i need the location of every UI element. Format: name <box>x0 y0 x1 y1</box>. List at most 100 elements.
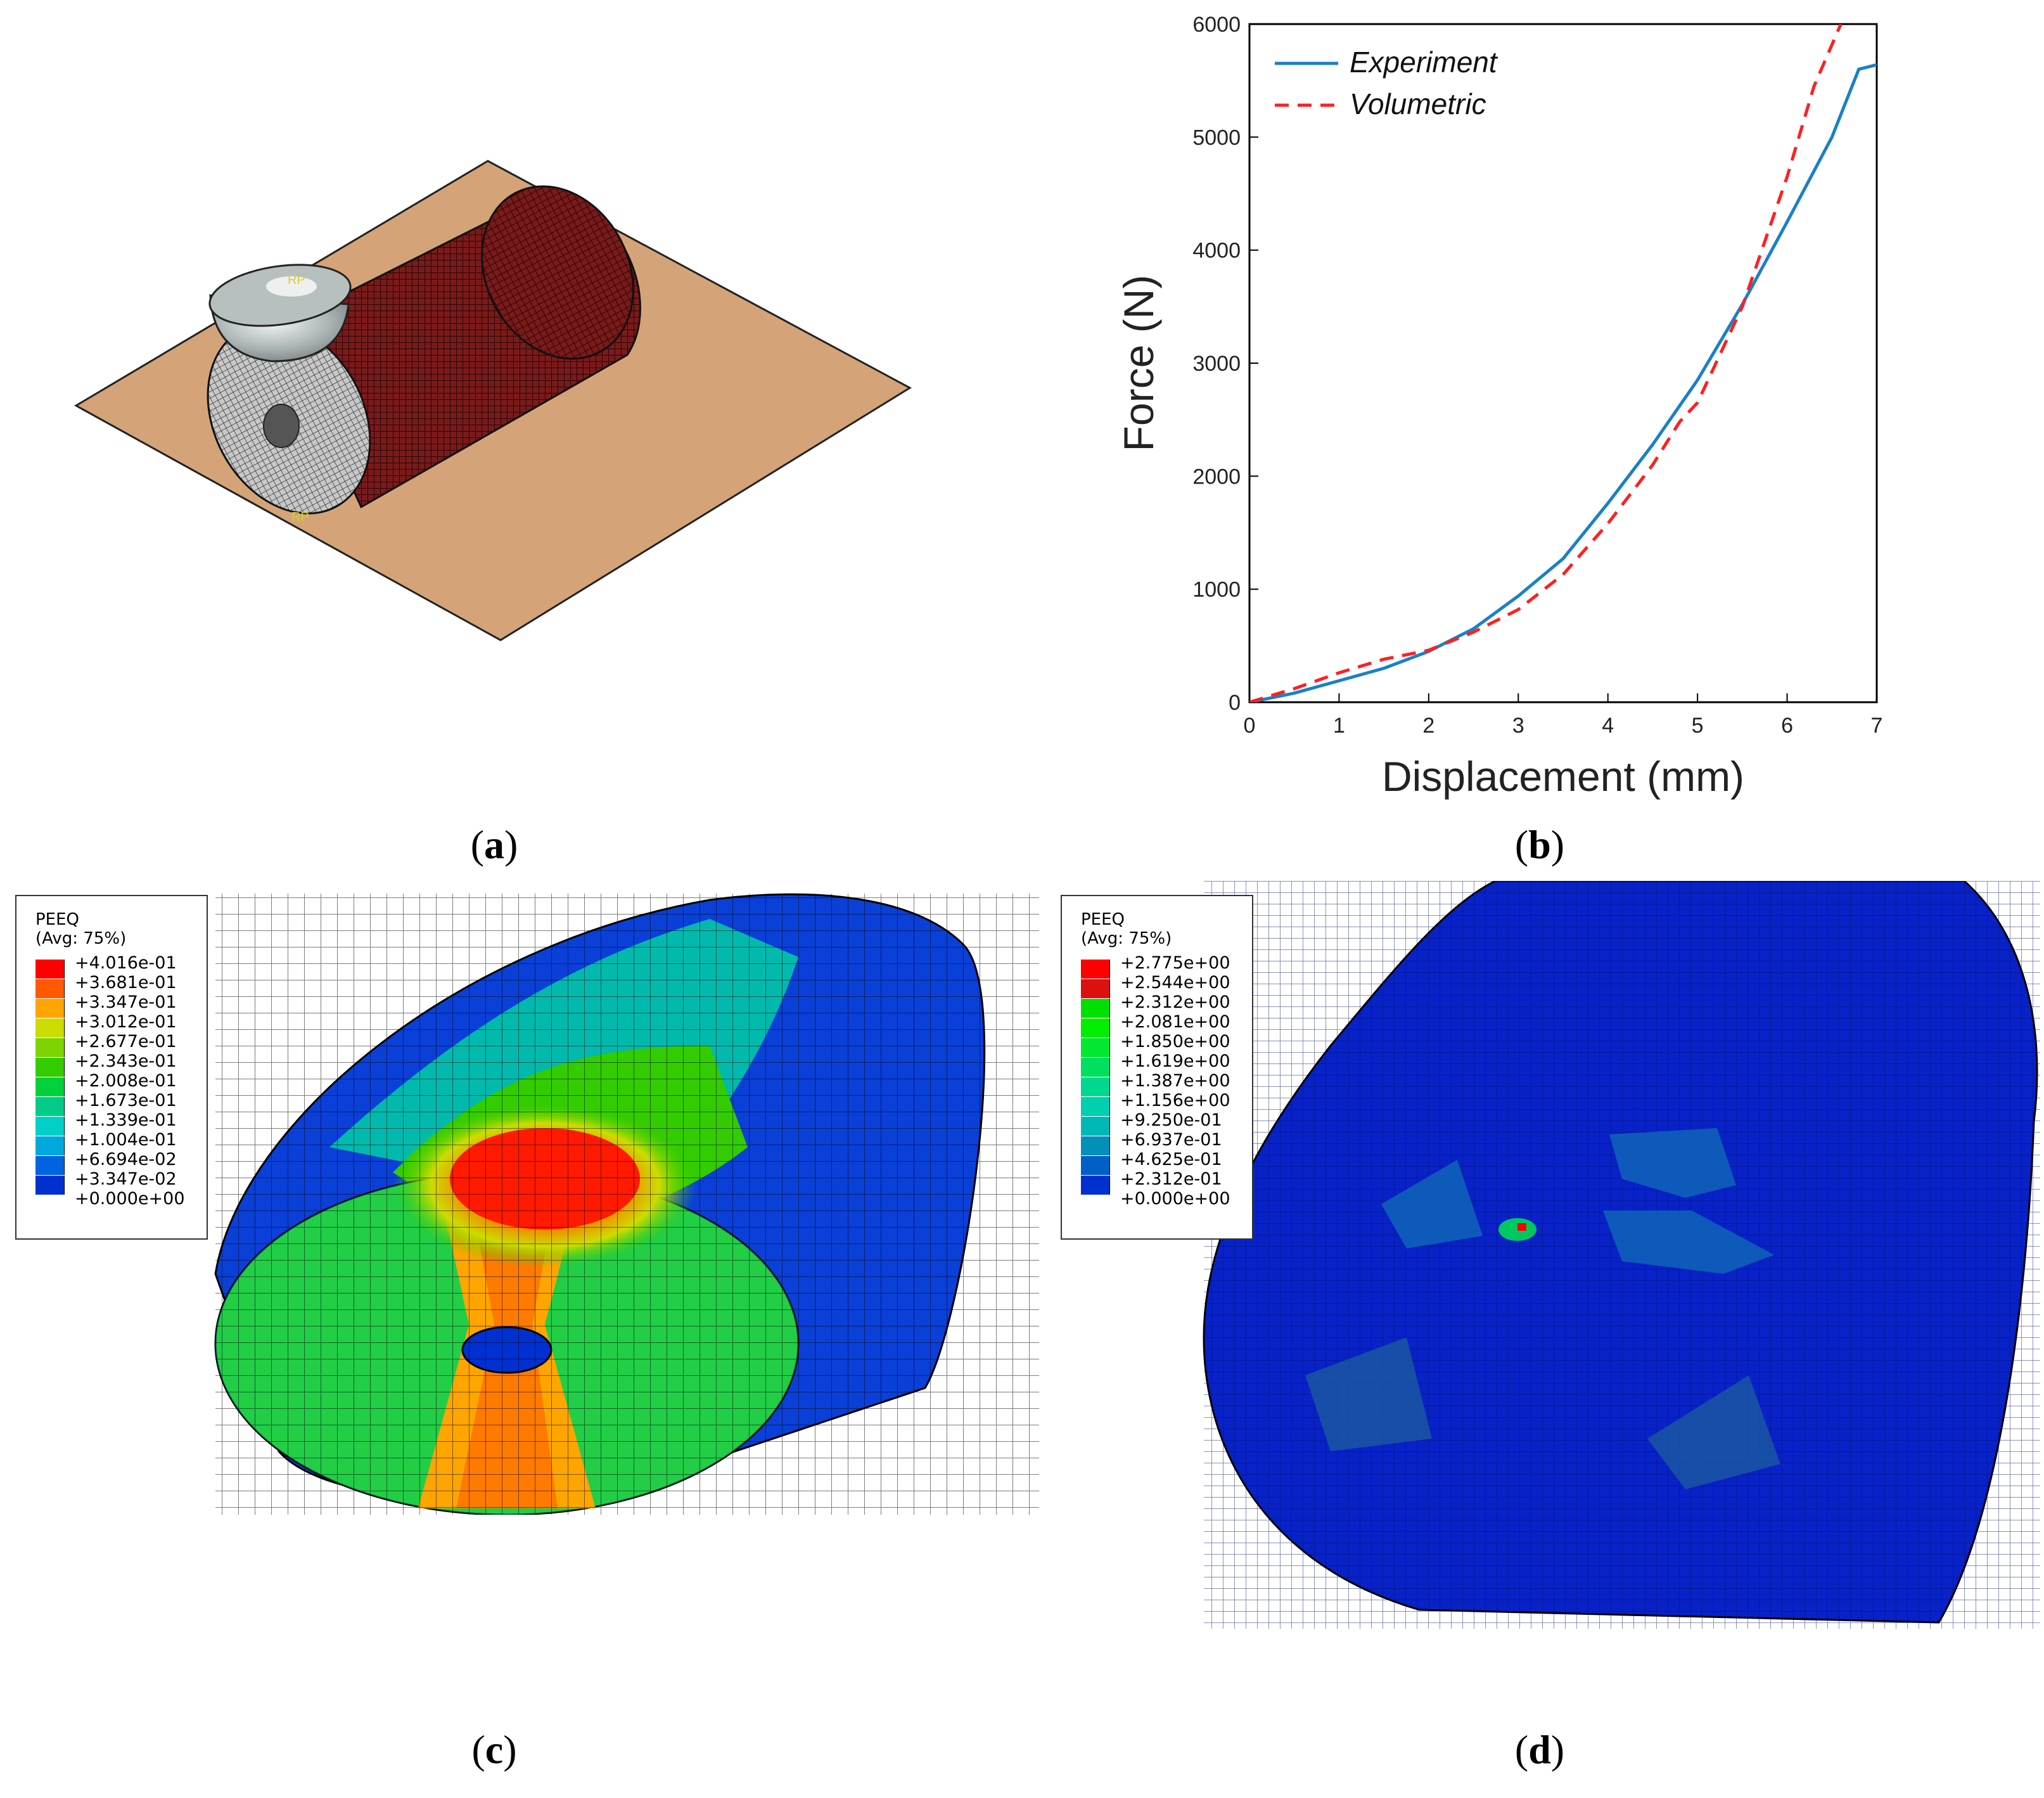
legend-d-row: +9.250e-01 <box>1081 1110 1222 1136</box>
x-tick-label: 5 <box>1692 714 1704 738</box>
legend-c-value: +0.000e+00 <box>75 1189 185 1209</box>
legend-c-row: +1.339e-01 <box>35 1110 177 1136</box>
legend-c-row: +6.694e-02 <box>35 1150 177 1175</box>
legend-label-volumetric: Volumetric <box>1350 87 1486 120</box>
panel-a-model: RP RP <box>73 160 912 641</box>
y-tick-label: 0 <box>1229 691 1241 715</box>
legend-d-row: +2.775e+00 <box>1081 953 1230 979</box>
x-axis-label: Displacement (mm) <box>1382 753 1744 800</box>
legend-d-row: +6.937e-01 <box>1081 1130 1222 1155</box>
legend-c-swatch <box>35 1117 65 1136</box>
x-tick-label: 1 <box>1333 714 1345 738</box>
legend-d-value: +2.081e+00 <box>1120 1012 1230 1032</box>
legend-d-row: +2.081e+00 <box>1081 1012 1230 1037</box>
legend-c-row: +3.347e-01 <box>35 992 177 1018</box>
legend-d-swatch <box>1081 1156 1110 1175</box>
legend-d-swatch <box>1081 1136 1110 1155</box>
legend-c-swatch <box>35 979 65 998</box>
caption-c: (c) <box>471 1727 517 1772</box>
legend-d-swatch <box>1081 1117 1110 1136</box>
y-tick-label: 3000 <box>1192 352 1241 376</box>
legend-d-swatch <box>1081 1018 1110 1037</box>
legend-c-value: +1.339e-01 <box>75 1110 177 1130</box>
legend-d-row: +1.156e+00 <box>1081 1091 1230 1116</box>
legend-c-swatch <box>35 999 65 1018</box>
panel-c-contour <box>214 893 1039 1515</box>
legend-c-title: PEEQ <box>35 910 79 929</box>
legend-d-swatch <box>1081 1077 1110 1096</box>
panel-d-contour <box>1203 881 2040 1629</box>
legend-d-value: +1.850e+00 <box>1120 1032 1230 1051</box>
legend-d-value: +1.387e+00 <box>1120 1071 1230 1091</box>
x-tick-label: 3 <box>1512 714 1524 738</box>
series-line-volumetric <box>1249 24 1843 702</box>
legend-d: PEEQ (Avg: 75%) +2.775e+00 +2.544e+00 +2.3… <box>1061 895 1253 1240</box>
y-tick-label: 1000 <box>1192 578 1241 602</box>
legend-c-value: +4.016e-01 <box>75 953 177 973</box>
legend-c-value: +3.681e-01 <box>75 973 177 992</box>
indenter-dome <box>208 264 352 363</box>
legend-c-swatch <box>35 1156 65 1175</box>
legend-d-value: +2.544e+00 <box>1120 973 1230 992</box>
legend-c-row: +2.343e-01 <box>35 1051 177 1077</box>
rp-label-bottom: RP <box>291 510 309 524</box>
legend-c-row: +1.673e-01 <box>35 1091 177 1116</box>
legend-c-value: +3.347e-02 <box>75 1169 177 1189</box>
legend-d-value: +1.619e+00 <box>1120 1051 1230 1071</box>
legend-c-row: +2.008e-01 <box>35 1071 177 1096</box>
legend-c-swatch <box>35 1058 65 1077</box>
legend-c-swatch <box>35 1018 65 1037</box>
legend-d-value: +9.250e-01 <box>1120 1110 1222 1130</box>
legend-d-swatch <box>1081 999 1110 1018</box>
plot-frame <box>1248 23 1878 703</box>
legend-c-value: +1.004e-01 <box>75 1130 177 1150</box>
legend-d-swatch <box>1081 1038 1110 1057</box>
y-tick-label: 6000 <box>1192 13 1241 37</box>
legend-d-row: +2.544e+00 <box>1081 973 1230 998</box>
rp-label-top: RP <box>288 273 305 287</box>
caption-a: (a) <box>470 822 518 867</box>
y-tick-label: 4000 <box>1192 239 1241 263</box>
caption-d: (d) <box>1514 1727 1565 1772</box>
legend-d-row: +2.312e-01 <box>1081 1169 1222 1195</box>
legend-c-swatch <box>35 1038 65 1057</box>
legend-c-subtitle: (Avg: 75%) <box>35 929 127 948</box>
legend-c-swatch <box>35 1077 65 1096</box>
y-axis-label: Force (N) <box>1115 275 1162 452</box>
x-tick-label: 4 <box>1602 714 1614 738</box>
legend-d-value: +6.937e-01 <box>1120 1130 1222 1150</box>
legend-c-row: +3.681e-01 <box>35 973 177 998</box>
x-tick-label: 7 <box>1871 714 1883 738</box>
y-tick-label: 2000 <box>1192 465 1241 489</box>
legend-d-value: +4.625e-01 <box>1120 1150 1222 1169</box>
legend-c-value: +2.343e-01 <box>75 1051 177 1071</box>
y-tick-label: 5000 <box>1192 125 1241 150</box>
x-tick-label: 2 <box>1422 714 1434 738</box>
legend-d-subtitle: (Avg: 75%) <box>1081 929 1172 948</box>
legend-c-swatch <box>35 1176 65 1195</box>
legend-c-row: +2.677e-01 <box>35 1032 177 1057</box>
legend-d-row: +1.619e+00 <box>1081 1051 1230 1077</box>
legend-c-swatch <box>35 1097 65 1116</box>
legend-c-swatch <box>35 960 65 979</box>
legend-c-value: +3.012e-01 <box>75 1012 177 1032</box>
legend-c-value: +6.694e-02 <box>75 1150 177 1169</box>
legend-c-row: +3.012e-01 <box>35 1012 177 1037</box>
legend-c-value: +1.673e-01 <box>75 1091 177 1110</box>
legend-d-row: +1.387e+00 <box>1081 1071 1230 1096</box>
legend-c-swatch <box>35 1136 65 1155</box>
legend-d-row: +2.312e+00 <box>1081 992 1230 1018</box>
x-tick-label: 0 <box>1244 714 1256 738</box>
legend-d-row: +4.625e-01 <box>1081 1150 1222 1175</box>
series-line-experiment <box>1249 63 1877 702</box>
legend-d-swatch <box>1081 1058 1110 1077</box>
legend-d-value: +2.312e-01 <box>1120 1169 1222 1189</box>
legend-d-row: +1.850e+00 <box>1081 1032 1230 1057</box>
legend-d-value: +2.775e+00 <box>1120 953 1230 973</box>
legend-d-swatch <box>1081 979 1110 998</box>
legend-c-row: +3.347e-02 <box>35 1169 177 1195</box>
legend-c-value: +2.677e-01 <box>75 1032 177 1051</box>
legend-c-row: +1.004e-01 <box>35 1130 177 1155</box>
legend-c-value: +3.347e-01 <box>75 992 177 1012</box>
legend-d-title: PEEQ <box>1081 910 1125 929</box>
